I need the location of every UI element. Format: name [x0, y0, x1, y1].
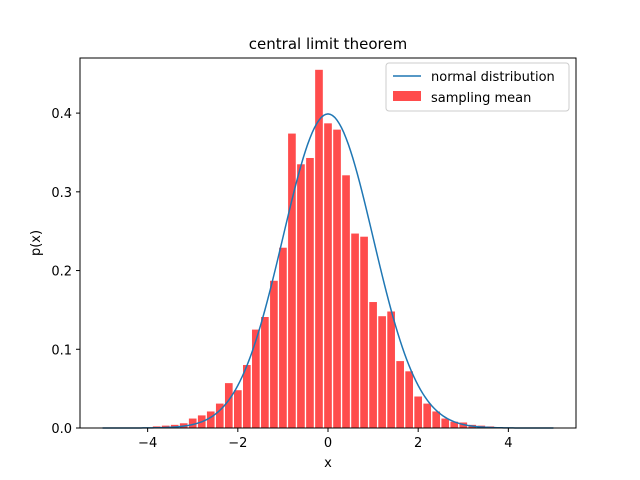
histogram-bar	[261, 317, 269, 428]
x-tick-label: −2	[228, 436, 247, 451]
histogram-bar	[369, 302, 377, 428]
histogram-bar	[252, 329, 260, 428]
x-tick-label: 0	[324, 436, 332, 451]
x-tick-label: 2	[414, 436, 422, 451]
y-tick-label: 0.2	[51, 265, 72, 280]
histogram-bar	[270, 280, 278, 428]
histogram-bar	[423, 403, 432, 428]
bars-group	[152, 69, 504, 429]
histogram-bar	[215, 403, 224, 428]
histogram-bar	[297, 164, 305, 428]
y-tick-label: 0.0	[51, 422, 72, 437]
histogram-bar	[279, 247, 287, 428]
x-tick-label: 4	[504, 436, 512, 451]
y-tick-label: 0.4	[51, 107, 72, 122]
histogram-bar	[441, 418, 450, 428]
histogram-bar	[188, 418, 197, 428]
histogram-bar	[378, 316, 386, 428]
histogram-bar	[306, 157, 314, 429]
x-axis-label: x	[324, 456, 332, 471]
x-ticks: −4 −2 0 2 4	[138, 428, 513, 451]
legend-box	[385, 62, 570, 112]
histogram-bar	[342, 175, 350, 428]
y-tick-label: 0.1	[51, 343, 72, 358]
histogram-bar	[315, 69, 323, 428]
histogram-bar	[432, 411, 441, 428]
histogram-bar	[351, 233, 359, 428]
x-tick-label: −4	[138, 436, 157, 451]
histogram-bar	[333, 129, 341, 428]
legend-bar-swatch	[393, 91, 421, 101]
histogram-bar	[288, 133, 296, 428]
normal-distribution-line	[102, 113, 554, 429]
legend-label-normal: normal distribution	[431, 70, 555, 85]
histogram-bar	[450, 421, 459, 428]
histogram-bar	[224, 383, 233, 428]
legend-label-sampling: sampling mean	[431, 91, 531, 106]
legend: normal distribution sampling mean	[385, 62, 570, 112]
histogram-bar	[414, 396, 423, 428]
y-axis-label: p(x)	[29, 230, 44, 256]
histogram-bar	[206, 411, 215, 428]
curve-group	[102, 113, 554, 429]
histogram-bar	[396, 361, 404, 428]
chart-title: central limit theorem	[249, 35, 407, 53]
histogram-bar	[233, 390, 242, 428]
y-ticks: 0.0 0.1 0.2 0.3 0.4	[51, 107, 80, 437]
histogram-bar	[324, 123, 332, 428]
histogram-bar	[243, 365, 251, 428]
histogram-bar	[360, 236, 368, 428]
histogram-bar	[405, 371, 413, 428]
histogram-bar	[387, 311, 395, 428]
y-tick-label: 0.3	[51, 186, 72, 201]
